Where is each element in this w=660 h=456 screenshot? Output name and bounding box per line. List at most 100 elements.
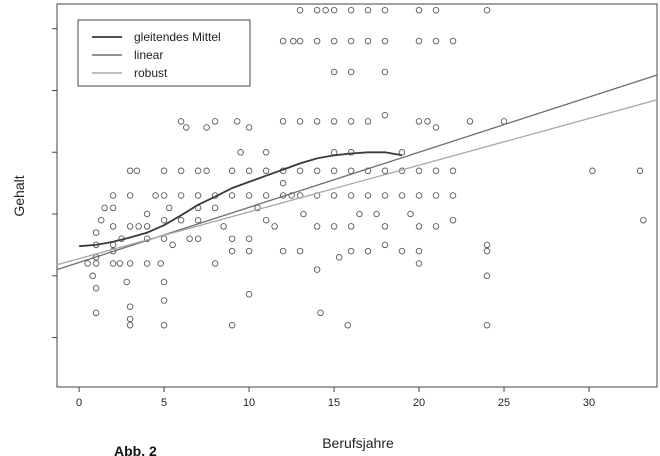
data-point xyxy=(344,321,351,329)
data-point xyxy=(279,247,287,255)
data-point xyxy=(97,216,105,224)
data-point xyxy=(424,118,431,125)
data-point xyxy=(313,6,321,14)
data-point xyxy=(313,266,321,273)
data-point xyxy=(330,37,338,45)
data-point xyxy=(347,192,355,199)
data-point xyxy=(381,37,389,45)
data-point xyxy=(347,167,355,175)
data-point xyxy=(92,284,100,292)
data-point xyxy=(313,118,321,125)
data-point xyxy=(432,6,440,14)
data-point xyxy=(330,68,338,76)
data-point xyxy=(126,315,134,323)
data-point xyxy=(228,167,236,175)
data-point xyxy=(330,167,338,175)
data-point xyxy=(381,167,389,175)
data-point xyxy=(381,192,389,199)
data-point xyxy=(126,223,134,230)
data-point xyxy=(300,210,307,218)
data-point xyxy=(133,167,141,175)
data-point xyxy=(364,118,372,125)
data-point xyxy=(177,167,185,175)
data-point xyxy=(415,167,423,175)
data-point xyxy=(186,235,193,242)
data-point xyxy=(262,216,270,224)
data-point xyxy=(169,241,176,249)
data-point xyxy=(432,192,440,199)
data-point xyxy=(194,192,202,199)
data-point xyxy=(415,192,423,199)
data-point xyxy=(381,111,389,119)
data-point xyxy=(211,204,219,212)
data-point xyxy=(160,321,168,329)
data-point xyxy=(211,118,219,125)
data-point xyxy=(313,37,321,45)
data-point xyxy=(415,6,423,14)
figure-caption: Abb. 2 xyxy=(114,443,157,456)
data-point xyxy=(415,37,423,45)
data-point xyxy=(160,278,168,286)
data-point xyxy=(415,223,423,230)
y-axis xyxy=(52,28,57,339)
data-point xyxy=(101,204,108,212)
data-point xyxy=(449,216,457,224)
data-point xyxy=(415,260,423,267)
data-point xyxy=(160,192,168,199)
data-point xyxy=(143,260,151,267)
data-point xyxy=(432,167,440,175)
data-point xyxy=(364,192,372,199)
data-point xyxy=(483,247,491,255)
data-point xyxy=(228,247,236,255)
data-point xyxy=(279,179,287,187)
data-point xyxy=(126,321,134,329)
data-point xyxy=(347,223,355,230)
data-point xyxy=(364,167,372,175)
data-point xyxy=(364,6,372,14)
data-point xyxy=(109,223,117,230)
data-point xyxy=(432,37,440,45)
data-point xyxy=(290,37,297,45)
data-point xyxy=(381,223,389,230)
data-point xyxy=(92,260,100,267)
data-point xyxy=(322,6,329,14)
data-point xyxy=(296,37,304,45)
data-point xyxy=(335,254,343,261)
data-point xyxy=(279,37,287,45)
data-point xyxy=(449,167,457,175)
data-point xyxy=(165,204,173,212)
data-point xyxy=(407,210,414,218)
data-point xyxy=(116,260,124,267)
data-point xyxy=(126,260,134,267)
data-point xyxy=(245,235,253,242)
data-point xyxy=(182,124,190,131)
data-point xyxy=(245,291,253,298)
data-point xyxy=(296,167,304,175)
data-point xyxy=(135,223,142,230)
data-point xyxy=(177,118,185,125)
data-point xyxy=(194,167,202,175)
data-point xyxy=(330,6,338,14)
data-point xyxy=(296,6,304,14)
data-point xyxy=(89,272,96,280)
data-point xyxy=(347,247,355,255)
fit-lines xyxy=(56,74,658,271)
data-point xyxy=(194,216,202,224)
data-point xyxy=(152,192,159,199)
data-point xyxy=(245,167,253,175)
data-point xyxy=(347,68,355,76)
data-point xyxy=(398,247,406,255)
data-point xyxy=(262,149,270,156)
data-point xyxy=(398,192,406,199)
x-tick-label: 5 xyxy=(161,397,167,409)
x-tick-label: 15 xyxy=(328,397,340,409)
data-point xyxy=(296,118,304,125)
data-point xyxy=(483,272,491,280)
data-point xyxy=(233,118,241,125)
data-point xyxy=(262,192,270,199)
data-point xyxy=(160,235,168,242)
data-point xyxy=(177,192,185,199)
legend-label-linear: linear xyxy=(134,48,163,62)
data-point xyxy=(211,260,219,267)
data-point xyxy=(347,37,355,45)
